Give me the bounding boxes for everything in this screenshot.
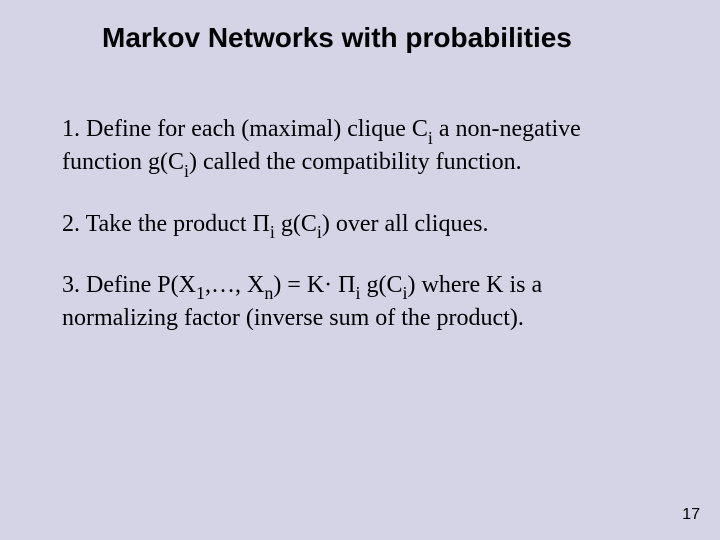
paragraph-3: 3. Define P(X1,…, Xn) = K· Πi g(Ci) wher…: [62, 270, 658, 333]
p3-text-b: ,…, X: [205, 272, 264, 298]
p2-text-c: ) over all cliques.: [322, 211, 489, 237]
p3-text-a: 3. Define P(X: [62, 272, 196, 298]
p1-sub-1: i: [428, 128, 433, 148]
p2-sub-2: i: [317, 222, 322, 242]
p3-sub-4: i: [403, 283, 408, 303]
p3-text-c: ) = K· Π: [273, 272, 355, 298]
p3-sub-2: n: [264, 283, 273, 303]
p3-text-d: g(C: [361, 272, 403, 298]
p1-sub-2: i: [184, 161, 189, 181]
paragraph-2: 2. Take the product Πi g(Ci) over all cl…: [62, 209, 658, 242]
p2-text-a: 2. Take the product Π: [62, 211, 270, 237]
slide-title: Markov Networks with probabilities: [102, 22, 658, 54]
p3-sub-3: i: [356, 283, 361, 303]
p2-text-b: g(C: [275, 211, 317, 237]
paragraph-1: 1. Define for each (maximal) clique Ci a…: [62, 114, 658, 181]
p2-sub-1: i: [270, 222, 275, 242]
p1-text-c: ) called the compatibility function.: [189, 149, 522, 175]
p1-text-a: 1. Define for each (maximal) clique C: [62, 116, 428, 142]
slide-body: 1. Define for each (maximal) clique Ci a…: [62, 114, 658, 333]
page-number: 17: [682, 506, 700, 524]
slide-container: Markov Networks with probabilities 1. De…: [0, 0, 720, 540]
p3-sub-1: 1: [196, 283, 205, 303]
